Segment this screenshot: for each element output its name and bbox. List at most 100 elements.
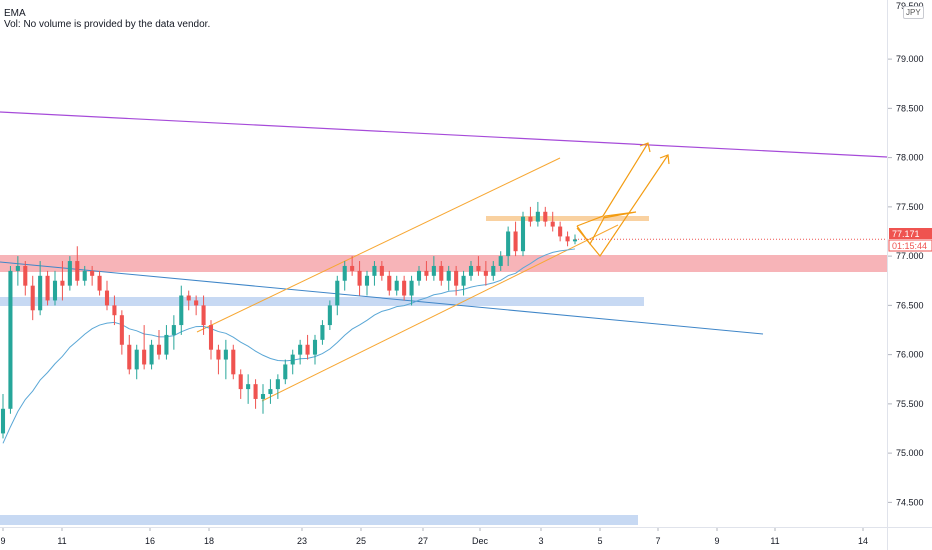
candle-body bbox=[305, 344, 310, 355]
time-tick-label: 23 bbox=[297, 536, 307, 546]
time-tick-label: 16 bbox=[145, 536, 155, 546]
candle-body bbox=[67, 261, 72, 286]
candle-body bbox=[335, 280, 340, 306]
candle-body bbox=[379, 265, 384, 276]
time-tick-label: 25 bbox=[356, 536, 366, 546]
candle-body bbox=[82, 270, 87, 281]
volume-note: Vol: No volume is provided by the data v… bbox=[4, 19, 211, 30]
candle-body bbox=[513, 231, 518, 252]
candle-body bbox=[298, 344, 303, 355]
price-badges: 77.171 01:15:44 bbox=[575, 228, 932, 252]
candle-body bbox=[528, 216, 533, 222]
time-tick-label: 7 bbox=[655, 536, 660, 546]
candle-body bbox=[275, 379, 280, 390]
candle-body bbox=[112, 305, 117, 316]
candle-body bbox=[260, 394, 266, 399]
candle-body bbox=[416, 270, 422, 281]
time-tick-label: 9 bbox=[714, 536, 719, 546]
candle-body bbox=[446, 270, 451, 281]
price-tick-label: 78.000 bbox=[896, 153, 924, 163]
candle-body bbox=[350, 265, 355, 271]
candle-body bbox=[372, 265, 377, 276]
candle-body bbox=[565, 236, 570, 242]
candle-body bbox=[290, 354, 295, 365]
projection-arrowhead-upper bbox=[639, 142, 651, 153]
ema-line bbox=[2, 248, 576, 444]
projection-arrow-lower bbox=[576, 154, 669, 258]
candle-body bbox=[387, 275, 392, 291]
support-zone bbox=[0, 297, 644, 306]
countdown-badge bbox=[888, 239, 932, 252]
consolidation-zone bbox=[486, 216, 649, 221]
candle-body bbox=[134, 349, 139, 370]
price-tick-label: 75.000 bbox=[896, 448, 924, 458]
projection-arrowhead-lower bbox=[659, 154, 670, 165]
candle-body bbox=[357, 270, 362, 286]
channel-upper-line bbox=[196, 157, 561, 333]
candle-body bbox=[483, 270, 488, 276]
candle-body bbox=[119, 315, 124, 345]
candle-body bbox=[550, 221, 555, 227]
candle-body bbox=[45, 275, 50, 301]
price-axis: 79.000 78.500 78.000 77.500 77.000 76.500 76.0… bbox=[887, 1, 924, 507]
indicator-label[interactable]: EMA bbox=[4, 8, 26, 19]
blue-trendline bbox=[0, 261, 764, 335]
time-axis-divider bbox=[0, 527, 932, 528]
candle-body bbox=[246, 384, 251, 390]
time-tick-label: 11 bbox=[57, 536, 66, 546]
candle-body bbox=[431, 265, 436, 276]
last-price-badge bbox=[889, 228, 932, 239]
chart-legend: EMA Vol: No volume is provided by the da… bbox=[4, 8, 210, 30]
price-tick-label: 77.500 bbox=[896, 202, 924, 212]
last-price-value: 77.171 bbox=[892, 229, 920, 239]
candle-body bbox=[201, 305, 206, 326]
candle-body bbox=[520, 216, 526, 252]
candle-body bbox=[186, 295, 191, 301]
price-tick-label: 75.500 bbox=[896, 399, 924, 409]
trendlines bbox=[0, 111, 888, 402]
candle-body bbox=[394, 280, 399, 291]
candle-body bbox=[104, 290, 110, 306]
resistance-zone bbox=[0, 255, 887, 272]
candle-body bbox=[283, 364, 288, 380]
candle-body bbox=[142, 349, 147, 365]
time-tick-label: 5 bbox=[597, 536, 602, 546]
time-tick-label: 11 bbox=[770, 536, 779, 546]
candle-body bbox=[208, 325, 214, 350]
candle-body bbox=[543, 211, 548, 222]
candle-body bbox=[90, 270, 95, 276]
candle-body bbox=[38, 275, 43, 311]
time-tick-label: 3 bbox=[538, 536, 543, 546]
time-tick-label: 14 bbox=[858, 536, 868, 546]
ema-layer bbox=[2, 248, 576, 444]
candle-body bbox=[558, 226, 563, 237]
channel-lower-line bbox=[261, 224, 619, 402]
candle-body bbox=[342, 265, 347, 281]
candle-body bbox=[572, 239, 578, 242]
lower-support-zone bbox=[0, 515, 638, 525]
time-tick-label: 27 bbox=[418, 536, 428, 546]
candle-body bbox=[253, 384, 258, 399]
price-zones bbox=[0, 216, 887, 525]
countdown-value: 01:15:44 bbox=[892, 241, 927, 251]
candle-body bbox=[498, 256, 503, 266]
candle-body bbox=[468, 265, 474, 276]
price-tick-label: 74.500 bbox=[896, 497, 924, 507]
candle-body bbox=[364, 275, 370, 286]
candle-body bbox=[216, 349, 221, 360]
candle-body bbox=[439, 265, 444, 281]
candle-body bbox=[535, 211, 540, 222]
price-tick-label: 76.500 bbox=[896, 300, 924, 310]
time-tick-label: 9 bbox=[0, 536, 5, 546]
candle-body bbox=[15, 265, 20, 271]
currency-badge[interactable]: JPY bbox=[903, 6, 924, 19]
candle-body bbox=[424, 270, 429, 276]
candle-body bbox=[164, 334, 169, 355]
candle-body bbox=[8, 270, 13, 409]
candle-body bbox=[312, 339, 318, 355]
candle-body bbox=[238, 374, 243, 390]
candle-body bbox=[327, 305, 332, 326]
candle-body bbox=[320, 325, 325, 340]
candle-body bbox=[476, 265, 481, 271]
